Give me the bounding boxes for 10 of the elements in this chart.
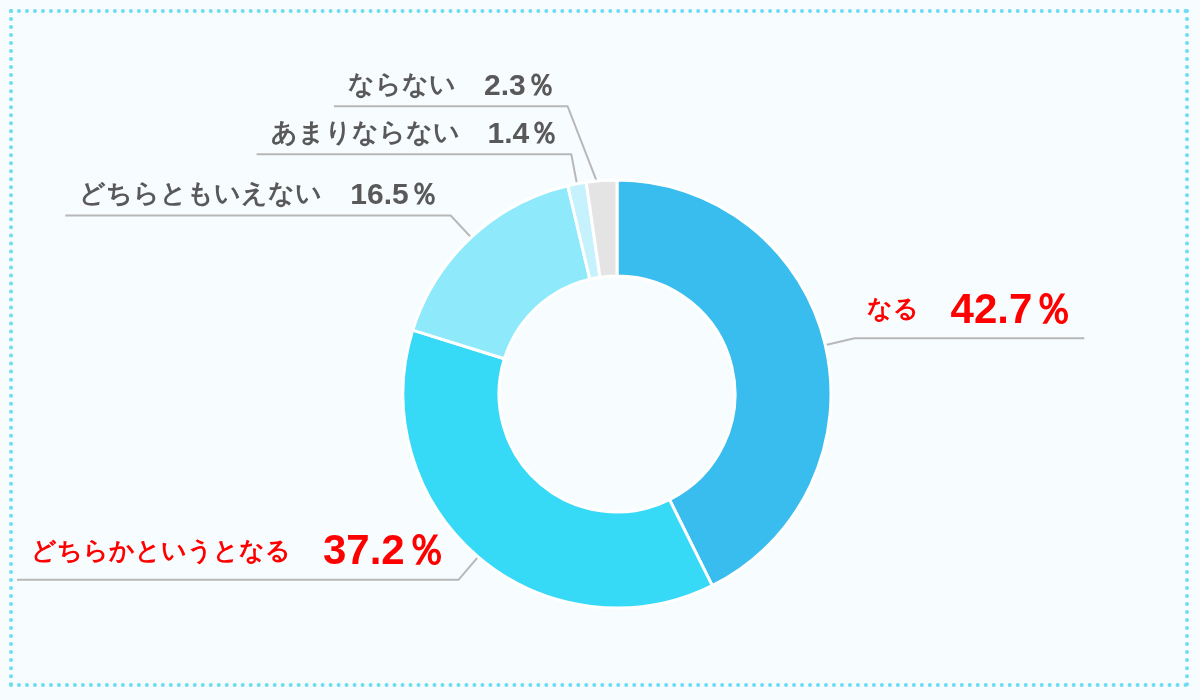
slice-label: あまりならない [270, 117, 460, 148]
slice-label: どちらともいえない [79, 178, 323, 209]
data-label: 37.2％ [322, 526, 447, 574]
data-label: 1.4％ [487, 115, 560, 149]
data-label: 16.5％ [350, 176, 439, 210]
data-label: 2.3％ [483, 67, 556, 101]
data-label: 42.7％ [950, 284, 1075, 332]
slice-label: どちらかというとなる [30, 535, 291, 565]
slice-label: なる [866, 294, 919, 323]
slice-label: ならない [347, 69, 456, 100]
